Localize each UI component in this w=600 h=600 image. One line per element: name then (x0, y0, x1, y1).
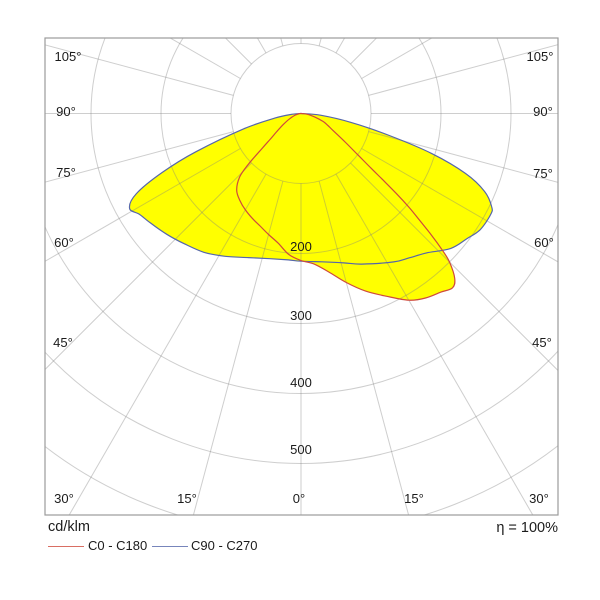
grid-spoke-135deg (350, 38, 378, 65)
chart-frame (44, 37, 559, 516)
curve-c0-c180 (236, 112, 456, 301)
grid-ring-500 (45, 350, 558, 464)
grid-spoke-195deg (280, 38, 284, 47)
c0-c180-label: C0 - C180 (88, 538, 148, 553)
angle-tick-label-10: 30° (54, 491, 74, 506)
angle-tick-label-2: 75° (56, 165, 76, 180)
angle-tick-label-5: 105° (527, 49, 554, 64)
grid-spoke-300deg (45, 148, 241, 262)
efficiency-label: η = 100% (496, 520, 558, 536)
grid-ring-200 (160, 38, 442, 254)
angle-tick-label-0: 105° (55, 49, 82, 64)
angle-tick-label-1: 90° (56, 104, 76, 119)
angle-tick-label-11: 15° (177, 491, 197, 506)
grid-ring-100 (230, 43, 372, 184)
grid-spoke-240deg (169, 38, 241, 79)
radial-tick-label-300: 300 (290, 308, 312, 323)
grid-spoke-15deg (318, 180, 410, 515)
radial-tick-label-200: 200 (290, 239, 312, 254)
legend-unit-label: cd/klm (48, 519, 90, 535)
distribution-fill-c90-c270 (129, 113, 493, 265)
grid-spoke-255deg (45, 44, 234, 96)
grid-ring-400 (45, 223, 558, 394)
curve-c90-c270 (128, 112, 493, 265)
grid-spoke-210deg (256, 38, 267, 54)
grid-spoke-225deg (224, 38, 252, 65)
grid-spoke-60deg (361, 148, 558, 263)
angle-tick-label-8: 60° (534, 235, 554, 250)
grid-spoke-165deg (318, 38, 322, 47)
radial-tick-label-400: 400 (290, 375, 312, 390)
angle-tick-label-7: 75° (533, 166, 553, 181)
angle-tick-label-12: 0° (293, 491, 305, 506)
grid-spoke-315deg (45, 162, 252, 371)
radial-tick-label-500: 500 (290, 442, 312, 457)
c0-c180-line-swatch (48, 546, 84, 547)
grid-spoke-105deg (368, 44, 558, 96)
angle-tick-label-13: 15° (404, 491, 424, 506)
grid-spoke-150deg (335, 38, 346, 54)
angle-tick-label-4: 45° (53, 335, 73, 350)
angle-tick-label-14: 30° (529, 491, 549, 506)
grid-spoke-30deg (335, 173, 534, 515)
grid-spoke-45deg (350, 162, 558, 372)
angle-tick-label-3: 60° (54, 235, 74, 250)
angle-tick-label-6: 90° (533, 104, 553, 119)
grid-spoke-75deg (368, 131, 558, 183)
grid-ring-300 (90, 38, 512, 324)
c90-c270-label: C90 - C270 (191, 538, 258, 553)
angle-tick-label-9: 45° (532, 335, 552, 350)
grid-spoke-345deg (192, 180, 284, 515)
grid-spoke-330deg (68, 173, 267, 515)
c90-c270-line-swatch (152, 546, 188, 547)
grid-spoke-120deg (361, 38, 433, 79)
grid-spoke-285deg (45, 131, 234, 183)
